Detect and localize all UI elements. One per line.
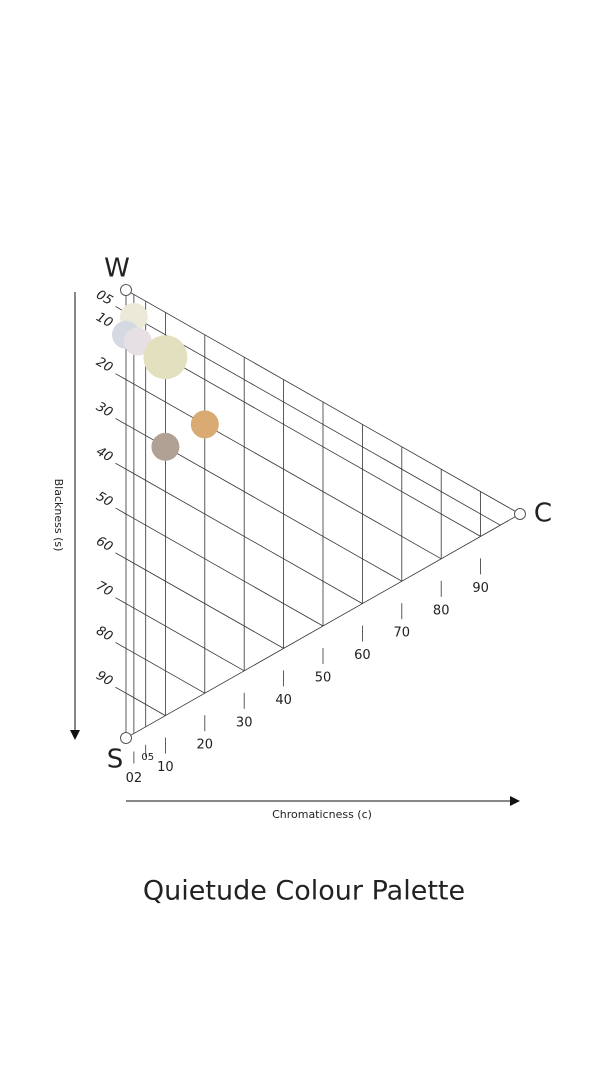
corner-node xyxy=(120,732,132,744)
blackness-tick-label: 90 xyxy=(93,668,115,689)
grid-line xyxy=(115,373,442,560)
chromaticness-tick-label: 80 xyxy=(433,603,450,618)
blackness-tick-label: 60 xyxy=(93,534,115,555)
corner-s: S xyxy=(107,745,124,775)
grid-line xyxy=(115,642,205,694)
blackness-tick-label: 30 xyxy=(93,399,115,420)
blackness-tick-label: 40 xyxy=(93,444,115,465)
colour-point xyxy=(151,432,180,461)
blackness-tick-label: 80 xyxy=(93,623,115,644)
grid-line xyxy=(115,686,166,716)
chart-title: Quietude Colour Palette xyxy=(143,876,465,907)
grid-line xyxy=(115,552,284,649)
corner-c: C xyxy=(534,499,552,529)
chromaticness-tick-label: 05 xyxy=(141,752,154,763)
chromaticness-tick-label: 50 xyxy=(315,671,332,686)
grid-line xyxy=(115,462,363,604)
chromaticness-tick-label: 40 xyxy=(275,693,292,708)
colour-point xyxy=(143,335,188,380)
colour-point xyxy=(123,327,152,356)
corner-w: W xyxy=(104,254,130,284)
colour-point xyxy=(190,410,219,439)
grid-line xyxy=(115,597,245,672)
chromaticness-tick-label: 90 xyxy=(472,581,489,596)
chromaticness-tick-label: 20 xyxy=(197,738,214,753)
x-axis-label: Chromaticness (c) xyxy=(272,808,372,821)
chromaticness-tick-label: 60 xyxy=(354,648,371,663)
blackness-tick-label: 05 xyxy=(93,287,115,308)
blackness-tick-label: 10 xyxy=(93,310,115,331)
grid-line xyxy=(115,507,324,627)
corner-node xyxy=(120,284,132,296)
blackness-tick-label: 70 xyxy=(93,579,115,600)
corner-node xyxy=(514,508,526,520)
blackness-tick-label: 50 xyxy=(93,489,115,510)
chromaticness-tick-label: 02 xyxy=(126,771,143,786)
y-axis-label: Blackness (s) xyxy=(52,479,65,552)
blackness-tick-label: 20 xyxy=(93,355,115,376)
chromaticness-tick-label: 30 xyxy=(236,715,253,730)
chromaticness-tick-label: 10 xyxy=(157,760,174,775)
chromaticness-tick-label: 70 xyxy=(394,626,411,641)
